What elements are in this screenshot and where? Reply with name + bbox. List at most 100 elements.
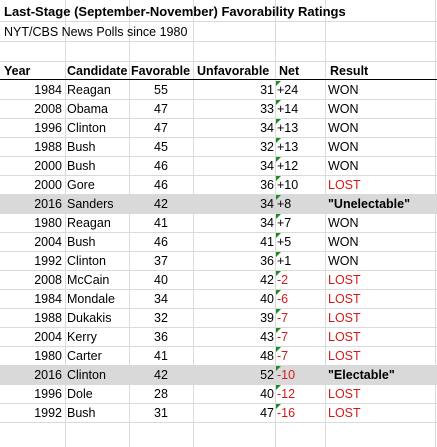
cell-result[interactable]: WON: [328, 216, 359, 230]
cell-net[interactable]: -10: [277, 368, 296, 382]
cell-result[interactable]: "Electable": [328, 368, 395, 382]
cell-candidate[interactable]: Clinton: [67, 254, 106, 268]
cell-result[interactable]: "Unelectable": [328, 197, 411, 211]
cell-candidate[interactable]: Dole: [67, 387, 93, 401]
cell-favorable[interactable]: 46: [154, 178, 168, 192]
cell-year[interactable]: 2008: [34, 273, 62, 287]
cell-year[interactable]: 2016: [34, 368, 62, 382]
cell-net[interactable]: -16: [277, 406, 296, 420]
cell-net[interactable]: +10: [277, 178, 299, 192]
cell-favorable[interactable]: 42: [154, 368, 168, 382]
column-header-net[interactable]: Net: [279, 64, 300, 78]
cell-net[interactable]: -6: [277, 292, 289, 306]
cell-result[interactable]: LOST: [328, 292, 361, 306]
cell-favorable[interactable]: 31: [154, 406, 168, 420]
cell-favorable[interactable]: 55: [154, 83, 168, 97]
cell-result[interactable]: WON: [328, 102, 359, 116]
column-header-result[interactable]: Result: [330, 64, 369, 78]
cell-net[interactable]: -7: [277, 349, 289, 363]
column-header-favorable[interactable]: Favorable: [131, 64, 191, 78]
cell-year[interactable]: 1980: [34, 216, 62, 230]
column-header-unfavorable[interactable]: Unfavorable: [197, 64, 270, 78]
cell-result[interactable]: WON: [328, 121, 359, 135]
cell-unfavorable[interactable]: 34: [260, 216, 274, 230]
cell-year[interactable]: 1988: [34, 140, 62, 154]
cell-candidate[interactable]: Obama: [67, 102, 108, 116]
cell-year[interactable]: 1992: [34, 406, 62, 420]
cell-favorable[interactable]: 28: [154, 387, 168, 401]
cell-net[interactable]: +13: [277, 140, 299, 154]
cell-favorable[interactable]: 45: [154, 140, 168, 154]
cell-result[interactable]: LOST: [328, 387, 361, 401]
cell-year[interactable]: 1996: [34, 387, 62, 401]
cell-net[interactable]: -7: [277, 311, 289, 325]
cell-favorable[interactable]: 47: [154, 121, 168, 135]
cell-result[interactable]: LOST: [328, 178, 361, 192]
cell-year[interactable]: 1984: [34, 292, 62, 306]
cell-favorable[interactable]: 32: [154, 311, 168, 325]
cell-year[interactable]: 1980: [34, 349, 62, 363]
cell-favorable[interactable]: 40: [154, 273, 168, 287]
cell-year[interactable]: 2004: [34, 235, 62, 249]
cell-net[interactable]: +14: [277, 102, 299, 116]
cell-favorable[interactable]: 46: [154, 159, 168, 173]
cell-candidate[interactable]: Dukakis: [67, 311, 112, 325]
cell-candidate[interactable]: Sanders: [67, 197, 114, 211]
cell-result[interactable]: WON: [328, 83, 359, 97]
cell-result[interactable]: LOST: [328, 330, 361, 344]
cell-candidate[interactable]: Bush: [67, 140, 96, 154]
cell-unfavorable[interactable]: 36: [260, 254, 274, 268]
cell-net[interactable]: +8: [277, 197, 292, 211]
cell-candidate[interactable]: Kerry: [67, 330, 97, 344]
cell-candidate[interactable]: Bush: [67, 159, 96, 173]
cell-unfavorable[interactable]: 48: [260, 349, 274, 363]
cell-result[interactable]: LOST: [328, 311, 361, 325]
cell-unfavorable[interactable]: 40: [260, 387, 274, 401]
cell-year[interactable]: 2000: [34, 178, 62, 192]
cell-year[interactable]: 2008: [34, 102, 62, 116]
cell-unfavorable[interactable]: 33: [260, 102, 274, 116]
cell-net[interactable]: -7: [277, 330, 289, 344]
cell-unfavorable[interactable]: 34: [260, 197, 274, 211]
cell-unfavorable[interactable]: 34: [260, 159, 274, 173]
cell-year[interactable]: 1984: [34, 83, 62, 97]
cell-unfavorable[interactable]: 40: [260, 292, 274, 306]
cell-candidate[interactable]: Clinton: [67, 121, 106, 135]
cell-candidate[interactable]: McCain: [67, 273, 110, 287]
cell-year[interactable]: 2016: [34, 197, 62, 211]
cell-net[interactable]: +13: [277, 121, 299, 135]
cell-favorable[interactable]: 34: [154, 292, 168, 306]
cell-net[interactable]: +1: [277, 254, 292, 268]
cell-net[interactable]: +5: [277, 235, 292, 249]
cell-result[interactable]: LOST: [328, 406, 361, 420]
cell-year[interactable]: 1992: [34, 254, 62, 268]
cell-candidate[interactable]: Reagan: [67, 216, 111, 230]
cell-unfavorable[interactable]: 31: [260, 83, 274, 97]
cell-candidate[interactable]: Clinton: [67, 368, 106, 382]
cell-favorable[interactable]: 36: [154, 330, 168, 344]
cell-result[interactable]: WON: [328, 254, 359, 268]
cell-candidate[interactable]: Mondale: [67, 292, 115, 306]
cell-candidate[interactable]: Carter: [67, 349, 102, 363]
column-header-year[interactable]: Year: [4, 64, 31, 78]
cell-favorable[interactable]: 42: [154, 197, 168, 211]
cell-favorable[interactable]: 41: [154, 349, 168, 363]
column-header-candidate[interactable]: Candidate: [67, 64, 128, 78]
cell-net[interactable]: +7: [277, 216, 292, 230]
cell-favorable[interactable]: 47: [154, 102, 168, 116]
cell-favorable[interactable]: 37: [154, 254, 168, 268]
cell-unfavorable[interactable]: 34: [260, 121, 274, 135]
cell-net[interactable]: -12: [277, 387, 296, 401]
cell-unfavorable[interactable]: 43: [260, 330, 274, 344]
cell-result[interactable]: WON: [328, 140, 359, 154]
cell-result[interactable]: WON: [328, 159, 359, 173]
cell-candidate[interactable]: Bush: [67, 235, 96, 249]
cell-unfavorable[interactable]: 52: [260, 368, 274, 382]
cell-favorable[interactable]: 41: [154, 216, 168, 230]
cell-year[interactable]: 2000: [34, 159, 62, 173]
cell-year[interactable]: 1996: [34, 121, 62, 135]
cell-result[interactable]: LOST: [328, 273, 361, 287]
cell-net[interactable]: +12: [277, 159, 299, 173]
cell-result[interactable]: WON: [328, 235, 359, 249]
cell-candidate[interactable]: Reagan: [67, 83, 111, 97]
